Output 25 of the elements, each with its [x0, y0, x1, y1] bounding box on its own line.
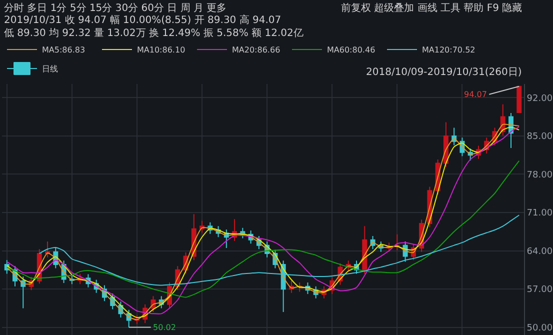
y-tick-label: 92.00 [526, 94, 553, 104]
y-tick-label: 50.00 [526, 323, 553, 334]
candlestick [20, 276, 26, 309]
legend-label: 日线 [42, 64, 58, 74]
y-tick-label: 78.00 [526, 170, 553, 180]
candlestick [297, 282, 302, 292]
text: 2018/10/09-2019/10/31(260日) [366, 67, 522, 78]
annotation: 94.07 [464, 90, 487, 99]
legend-label: MA10:86.10 [137, 46, 186, 55]
y-tick-label: 57.00 [526, 285, 553, 296]
candlestick [45, 240, 50, 258]
legend-label: MA20:86.66 [232, 46, 280, 55]
annotation: 50.02 [153, 323, 176, 332]
text: 分时 多日 1分 5分 15分 30分 60分 日 周 月 更多 [4, 2, 227, 14]
legend-label: MA5:86.83 [42, 46, 86, 55]
text: 前复权 超级叠加 画线 工具 帮助 F9 隐藏 [341, 2, 522, 14]
candlestick [516, 86, 522, 113]
y-tick-label: 85.00 [526, 132, 553, 142]
candlestick [362, 226, 368, 274]
legend-label: MA120:70.52 [422, 46, 476, 55]
y-tick-label: 71.00 [526, 208, 553, 219]
line-series [6, 160, 520, 298]
text: 2019/10/31 收 94.07 幅 10.00%(8.55) 开 89.30 高 94.07 低 89.30 均 92.32 量 13.02万 换 12.49% 振 5.58% 额 12.02亿 [4, 14, 304, 39]
legend-label: MA60:80.46 [327, 46, 376, 55]
y-tick-label: 64.00 [526, 246, 553, 257]
